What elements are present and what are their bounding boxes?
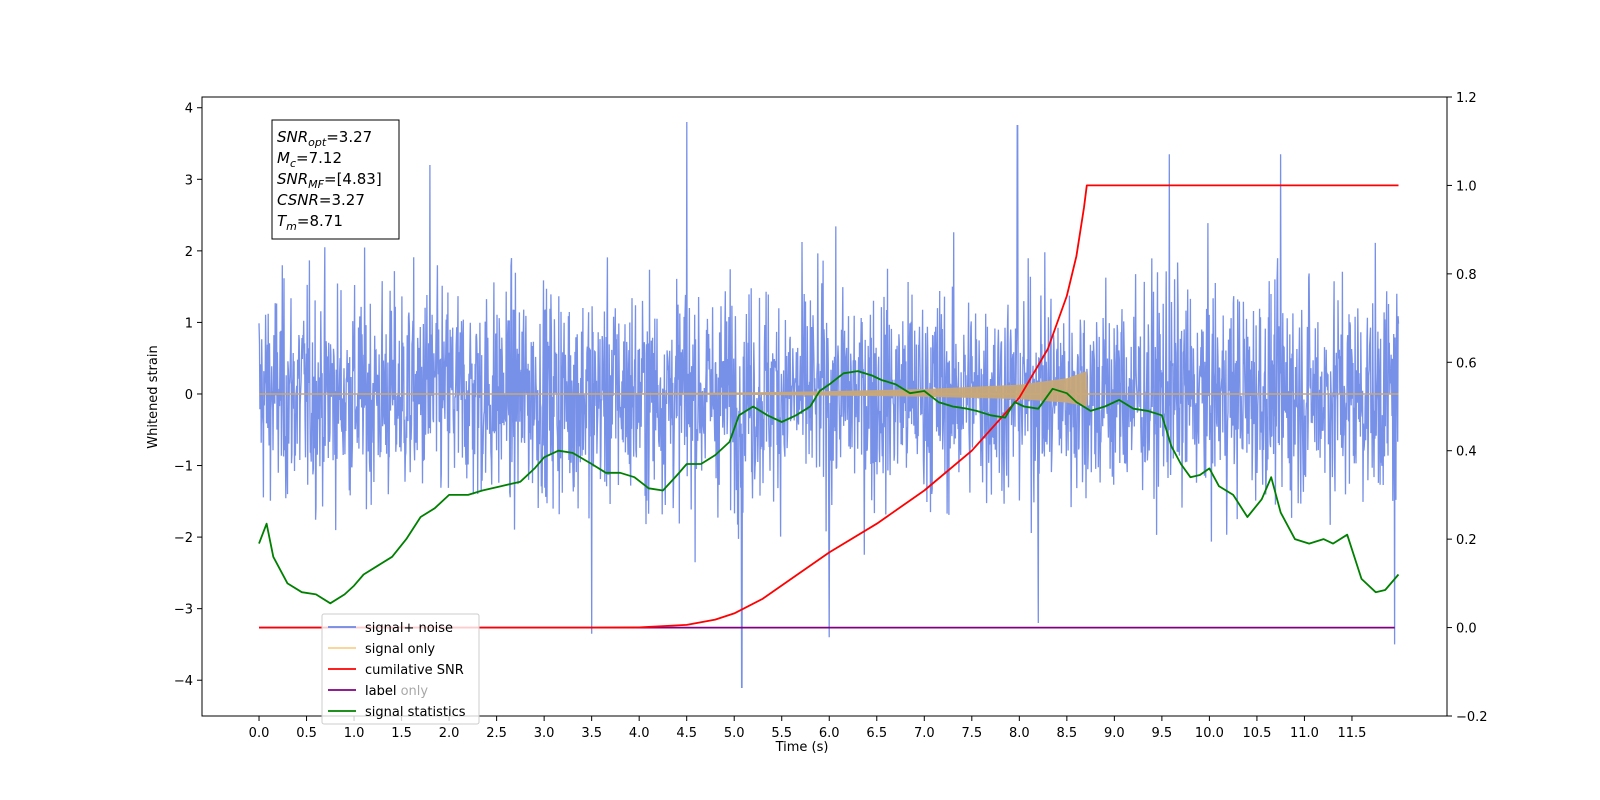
series-signal-only: [259, 371, 1399, 407]
y-axis-right: −0.2 0.0 0.2 0.4 0.6 0.8 1.0 1.2: [1447, 91, 1488, 725]
y-tick-label-left: −1: [174, 460, 193, 475]
x-tick-label: 3.5: [581, 726, 602, 741]
y-tick-label-left: 2: [185, 245, 193, 260]
y-tick-label-right: 0.0: [1456, 622, 1477, 637]
x-tick-label: 8.5: [1057, 726, 1078, 741]
legend-ghost-label: label only: [365, 684, 428, 699]
plot-frame: [201, 96, 1448, 717]
y-tick-label-left: 4: [185, 102, 193, 117]
x-tick-label: 6.5: [866, 726, 887, 741]
x-tick-label: 11.5: [1337, 726, 1366, 741]
y-tick-label-right: 1.2: [1456, 91, 1477, 106]
x-tick-label: 10.0: [1195, 726, 1224, 741]
y-tick-label-right: 1.0: [1456, 179, 1477, 194]
series-signal-noise: [258, 121, 1400, 689]
x-axis: 0.0 0.5 1.0 1.5 2.0 2.5 3.0 3.5 4.0 4.5 5.0 5.5 6.0 6…: [249, 716, 1366, 741]
y-tick-label-right: 0.6: [1456, 356, 1477, 371]
y-axis-left: −4 −3 −2 −1 0 1 2 3 4: [174, 102, 202, 689]
info-line: SNRopt=3.27: [277, 128, 372, 149]
y-tick-label-left: 3: [185, 173, 193, 188]
x-tick-label: 1.0: [344, 726, 365, 741]
x-tick-label: 9.0: [1104, 726, 1125, 741]
series-signal-statistics: [258, 370, 1400, 605]
x-tick-label: 1.5: [391, 726, 412, 741]
y-tick-label-left: −2: [174, 531, 193, 546]
x-tick-label: 2.0: [439, 726, 460, 741]
x-tick-label: 6.0: [819, 726, 840, 741]
x-tick-label: 2.5: [486, 726, 507, 741]
x-tick-label: 9.5: [1152, 726, 1173, 741]
info-line: Mc=7.12: [277, 149, 342, 170]
info-box-frame: [271, 119, 400, 240]
x-tick-label: 0.0: [249, 726, 270, 741]
y-tick-label-left: 0: [185, 388, 193, 403]
cumulative-snr-line: [259, 184, 1399, 629]
legend-label: signal only: [365, 642, 435, 657]
x-tick-label: 7.5: [961, 726, 982, 741]
y-tick-label-left: 1: [185, 316, 193, 331]
legend-frame: [321, 613, 480, 725]
legend: signal+ noise signal only cumilative SNR la…: [321, 613, 480, 725]
y-tick-label-right: 0.4: [1456, 445, 1477, 460]
legend-label: label: [365, 684, 396, 699]
legend-label: cumilative SNR: [365, 663, 464, 678]
x-tick-label: 3.0: [534, 726, 555, 741]
x-tick-label: 4.5: [676, 726, 697, 741]
info-line: CSNR=3.27: [277, 191, 365, 209]
y-tick-label-right: −0.2: [1456, 710, 1488, 725]
legend-label: signal+ noise: [365, 621, 453, 636]
x-tick-label: 4.0: [629, 726, 650, 741]
x-tick-label: 0.5: [296, 726, 317, 741]
y-tick-label-right: 0.8: [1456, 268, 1477, 283]
info-line: SNRMF=[4.83]: [277, 170, 382, 191]
x-tick-label: 7.0: [914, 726, 935, 741]
plot-border: [201, 96, 1448, 717]
info-line: Tm=8.71: [277, 212, 343, 233]
y-tick-label-left: −4: [174, 674, 193, 689]
signal-noise-line: [258, 121, 1400, 689]
signal-statistics-line: [258, 370, 1400, 605]
y-axis-label: Whitened strain: [146, 345, 161, 448]
legend-label: signal statistics: [365, 705, 466, 720]
x-tick-label: 5.5: [771, 726, 792, 741]
x-tick-label: 10.5: [1242, 726, 1271, 741]
series-cumulative-snr: [259, 184, 1399, 629]
x-tick-label: 11.0: [1290, 726, 1319, 741]
x-tick-label: 5.0: [724, 726, 745, 741]
x-axis-label: Time (s): [775, 740, 829, 755]
y-tick-label-left: −3: [174, 603, 193, 618]
y-tick-label-right: 0.2: [1456, 533, 1477, 548]
x-tick-label: 8.0: [1009, 726, 1030, 741]
